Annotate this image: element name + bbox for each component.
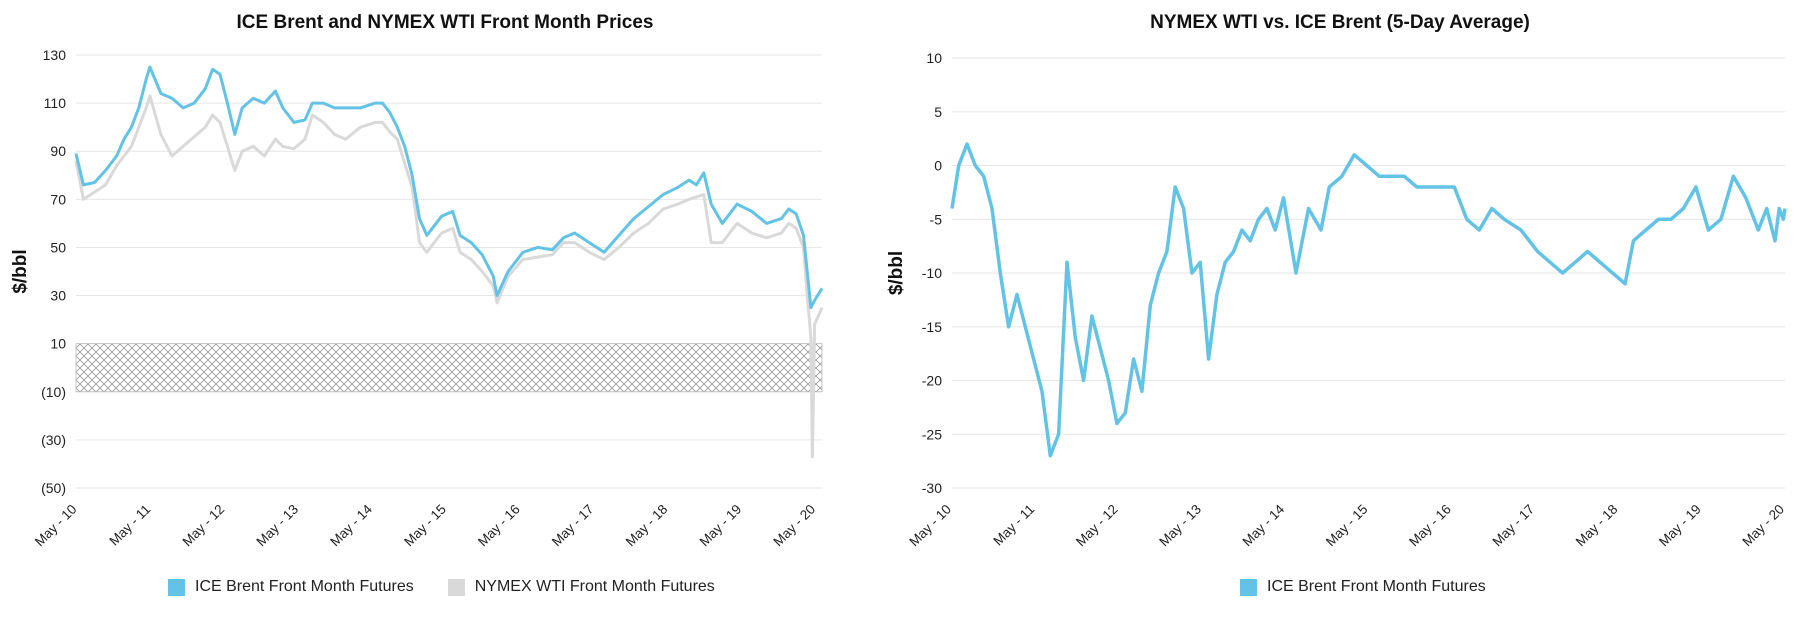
right-y-tick-label: 10 bbox=[926, 50, 942, 66]
legend-item-spread: ICE Brent Front Month Futures bbox=[1240, 578, 1486, 596]
right-x-tick-label: May - 14 bbox=[1240, 501, 1288, 549]
right-y-axis-label: $/bbl bbox=[886, 251, 907, 295]
right-x-tick-label: May - 18 bbox=[1573, 502, 1621, 550]
left-chart-legend: ICE Brent Front Month Futures NYMEX WTI … bbox=[168, 578, 715, 596]
legend-swatch-spread bbox=[1240, 578, 1257, 596]
right-x-tick-label: May - 13 bbox=[1156, 502, 1204, 550]
left-y-tick-label: 130 bbox=[43, 47, 67, 63]
legend-label-spread: ICE Brent Front Month Futures bbox=[1267, 578, 1486, 595]
right-x-tick-label: May - 17 bbox=[1489, 502, 1537, 550]
left-y-tick-label: (10) bbox=[41, 384, 66, 400]
legend-label-wti: NYMEX WTI Front Month Futures bbox=[474, 578, 715, 595]
right-x-tick-label: May - 15 bbox=[1323, 502, 1371, 550]
legend-label-brent: ICE Brent Front Month Futures bbox=[195, 578, 414, 595]
right-y-tick-label: -25 bbox=[922, 426, 942, 442]
right-y-tick-label: -15 bbox=[922, 319, 942, 335]
left-chart-panel: ICE Brent and NYMEX WTI Front Month Pric… bbox=[0, 0, 880, 643]
left-x-tick-label: May - 16 bbox=[475, 502, 523, 550]
left-x-tick-label: May - 20 bbox=[770, 502, 818, 550]
right-chart-title: NYMEX WTI vs. ICE Brent (5-Day Average) bbox=[1150, 12, 1530, 33]
left-chart-plot: 130 110 90 70 50 30 10 (10) (30) (50) $/bbl May - 1… bbox=[10, 47, 824, 550]
left-y-tick-label: (50) bbox=[41, 480, 66, 496]
right-x-tick-label: May - 20 bbox=[1739, 502, 1787, 550]
legend-item-wti: NYMEX WTI Front Month Futures bbox=[447, 578, 715, 596]
right-x-tick-label: May - 10 bbox=[906, 502, 954, 550]
right-x-tick-label: May - 12 bbox=[1073, 502, 1121, 550]
legend-swatch-brent bbox=[168, 578, 185, 596]
left-chart-title: ICE Brent and NYMEX WTI Front Month Pric… bbox=[236, 12, 654, 33]
left-x-tick-label: May - 13 bbox=[253, 502, 301, 550]
left-y-tick-label: 90 bbox=[50, 143, 66, 159]
left-y-tick-label: 10 bbox=[50, 336, 66, 352]
legend-swatch-wti bbox=[447, 578, 465, 596]
left-x-tick-label: May - 17 bbox=[549, 502, 597, 550]
right-x-tick-label: May - 11 bbox=[990, 502, 1037, 549]
right-series-line-0 bbox=[950, 142, 1787, 458]
left-series-line-0 bbox=[74, 65, 824, 310]
left-x-tick-label: May - 19 bbox=[697, 502, 745, 550]
left-x-tick-label: May - 12 bbox=[180, 502, 228, 550]
left-y-tick-label: 110 bbox=[44, 95, 67, 111]
right-y-tick-label: 0 bbox=[934, 158, 942, 174]
right-y-tick-label: 5 bbox=[934, 104, 942, 120]
left-y-tick-label: 70 bbox=[50, 191, 66, 207]
left-x-tick-label: May - 14 bbox=[327, 501, 375, 549]
left-x-tick-label: May - 10 bbox=[32, 502, 80, 550]
right-chart-legend: ICE Brent Front Month Futures bbox=[1240, 578, 1486, 596]
right-chart-plot: 10 5 0 -5 -10 -15 -20 -25 -30 $/bbl May - 10 May - … bbox=[886, 50, 1787, 550]
left-x-tick-label: May - 11 bbox=[106, 502, 153, 549]
right-y-tick-label: -10 bbox=[922, 265, 942, 281]
left-y-axis-label: $/bbl bbox=[10, 249, 31, 293]
left-series-line-1 bbox=[74, 94, 824, 459]
right-x-tick-label: May - 19 bbox=[1656, 502, 1704, 550]
legend-item-brent: ICE Brent Front Month Futures bbox=[168, 578, 414, 596]
left-x-tick-label: May - 18 bbox=[623, 502, 671, 550]
left-y-tick-label: 50 bbox=[50, 239, 66, 255]
right-y-tick-label: -20 bbox=[922, 373, 942, 389]
left-y-tick-label: (30) bbox=[41, 432, 66, 448]
right-chart-panel: NYMEX WTI vs. ICE Brent (5-Day Average) … bbox=[880, 0, 1800, 643]
right-x-tick-label: May - 16 bbox=[1406, 502, 1454, 550]
right-y-tick-label: -5 bbox=[930, 211, 943, 227]
left-x-tick-label: May - 15 bbox=[401, 502, 449, 550]
left-hatched-band bbox=[75, 343, 823, 393]
right-y-tick-label: -30 bbox=[922, 480, 942, 496]
left-y-tick-label: 30 bbox=[50, 288, 66, 304]
